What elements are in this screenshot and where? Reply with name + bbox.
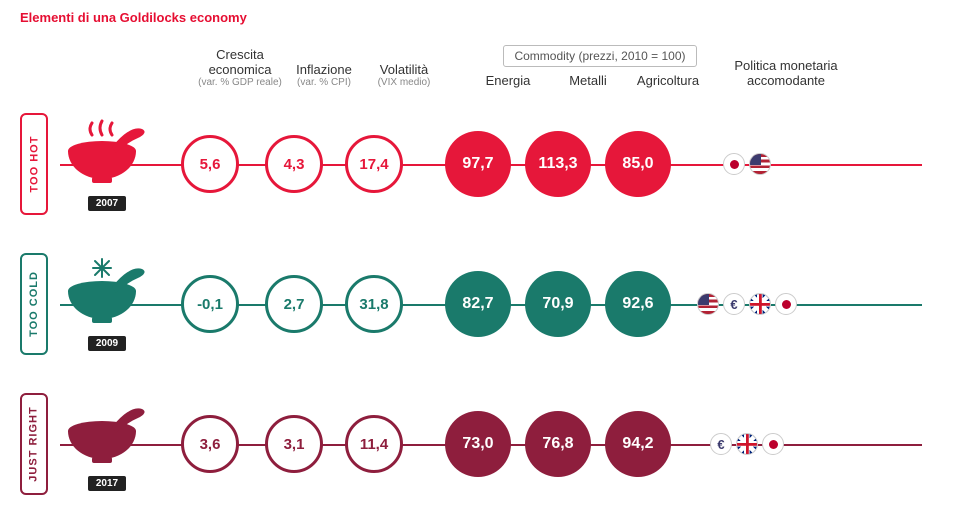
flag-jp-icon bbox=[762, 433, 784, 455]
row-tab: JUST RIGHT bbox=[20, 393, 48, 495]
flag-eu-icon bbox=[710, 433, 732, 455]
header-energy: Energia bbox=[468, 73, 548, 88]
flag-jp-icon bbox=[723, 153, 745, 175]
row-hot: TOO HOT 2007 5,6 4,3 17,4 97,7113,385,0 bbox=[20, 94, 942, 234]
header-commodity-box: Commodity (prezzi, 2010 = 100) bbox=[503, 45, 696, 67]
header-policy: Politica monetaria accomodante bbox=[726, 58, 846, 88]
row-tab: TOO HOT bbox=[20, 113, 48, 215]
flag-eu-icon bbox=[723, 293, 745, 315]
value-metals: 76,8 bbox=[525, 411, 591, 477]
value-inflation: 2,7 bbox=[265, 275, 323, 333]
year-badge: 2007 bbox=[88, 196, 126, 211]
value-energy: 73,0 bbox=[445, 411, 511, 477]
header-inflation: Inflazione (var. % CPI) bbox=[284, 62, 364, 88]
header-metals: Metalli bbox=[548, 73, 628, 88]
row-tab-label: JUST RIGHT bbox=[28, 406, 40, 481]
row-tab-label: TOO COLD bbox=[28, 271, 40, 337]
flag-us-icon bbox=[749, 153, 771, 175]
row-tab: TOO COLD bbox=[20, 253, 48, 355]
year-badge: 2009 bbox=[88, 336, 126, 351]
value-inflation: 3,1 bbox=[265, 415, 323, 473]
value-metals: 113,3 bbox=[525, 131, 591, 197]
value-agri: 94,2 bbox=[605, 411, 671, 477]
column-headers: Crescita economica (var. % GDP reale) In… bbox=[196, 45, 942, 88]
flag-uk-icon bbox=[736, 433, 758, 455]
value-growth: 3,6 bbox=[181, 415, 239, 473]
bowl-icon: 2009 bbox=[48, 257, 166, 351]
flag-us-icon bbox=[697, 293, 719, 315]
value-agri: 85,0 bbox=[605, 131, 671, 197]
value-volatility: 11,4 bbox=[345, 415, 403, 473]
bowl-icon: 2007 bbox=[48, 117, 166, 211]
flag-uk-icon bbox=[749, 293, 771, 315]
value-volatility: 31,8 bbox=[345, 275, 403, 333]
row-cold: TOO COLD 2009 -0,1 2,7 31,8 82,770,992,6 bbox=[20, 234, 942, 374]
value-volatility: 17,4 bbox=[345, 135, 403, 193]
infographic-grid: Crescita economica (var. % GDP reale) In… bbox=[20, 45, 942, 514]
year-badge: 2017 bbox=[88, 476, 126, 491]
value-inflation: 4,3 bbox=[265, 135, 323, 193]
value-growth: 5,6 bbox=[181, 135, 239, 193]
value-energy: 82,7 bbox=[445, 271, 511, 337]
bowl-icon: 2017 bbox=[48, 397, 166, 491]
flag-jp-icon bbox=[775, 293, 797, 315]
value-agri: 92,6 bbox=[605, 271, 671, 337]
header-growth: Crescita economica (var. % GDP reale) bbox=[196, 47, 284, 88]
value-energy: 97,7 bbox=[445, 131, 511, 197]
row-just: JUST RIGHT 2017 3,6 3,1 11,4 73,076,894,2 bbox=[20, 374, 942, 514]
header-agri: Agricoltura bbox=[628, 73, 708, 88]
value-metals: 70,9 bbox=[525, 271, 591, 337]
header-volatility: Volatilità (VIX medio) bbox=[364, 62, 444, 88]
row-tab-label: TOO HOT bbox=[28, 136, 40, 193]
value-growth: -0,1 bbox=[181, 275, 239, 333]
chart-title: Elementi di una Goldilocks economy bbox=[20, 10, 942, 25]
